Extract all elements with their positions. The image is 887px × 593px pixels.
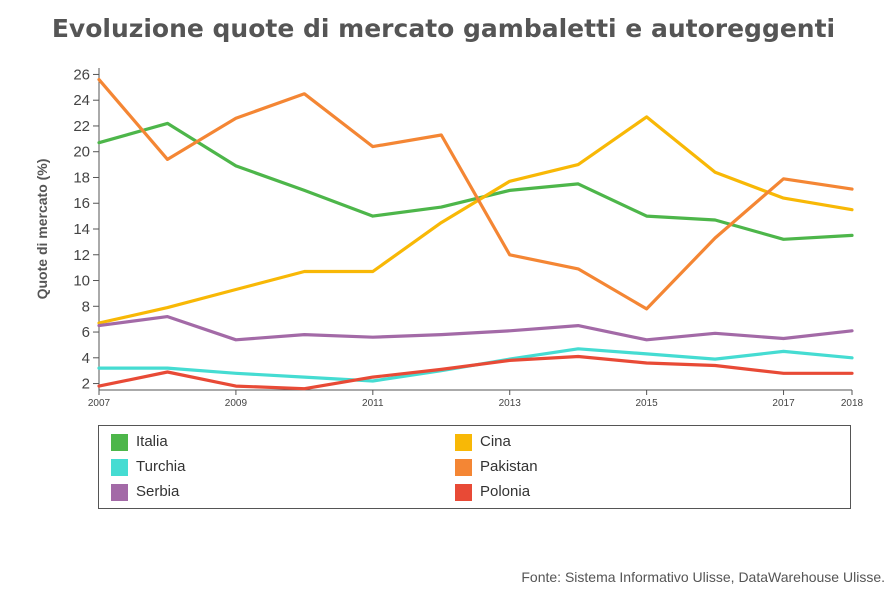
x-tick-label: 2009 bbox=[225, 398, 248, 409]
y-tick-label: 12 bbox=[73, 247, 90, 264]
series-line-italia bbox=[97, 121, 854, 241]
legend-label: Polonia bbox=[480, 483, 531, 501]
legend-item-polonia: Polonia bbox=[455, 482, 530, 502]
x-tick-label: 2018 bbox=[841, 398, 864, 409]
y-tick-label: 10 bbox=[73, 273, 90, 290]
series-line-polonia bbox=[97, 354, 854, 391]
y-tick-label: 18 bbox=[73, 169, 90, 186]
legend-label: Cina bbox=[480, 433, 511, 451]
legend-label: Turchia bbox=[136, 458, 186, 476]
legend-swatch bbox=[455, 483, 472, 501]
legend: Italia Cina Turchia Pakistan Serbia Polo… bbox=[98, 425, 851, 509]
y-tick-label: 22 bbox=[73, 118, 90, 135]
legend-item-turchia: Turchia bbox=[111, 457, 185, 477]
y-tick-label: 4 bbox=[82, 350, 90, 367]
legend-label: Pakistan bbox=[480, 458, 538, 476]
source-note: Fonte: Sistema Informativo Ulisse, DataW… bbox=[521, 569, 885, 585]
legend-swatch bbox=[111, 458, 128, 476]
legend-item-serbia: Serbia bbox=[111, 482, 179, 502]
legend-item-italia: Italia bbox=[111, 432, 168, 452]
y-tick-label: 20 bbox=[73, 144, 90, 161]
y-tick-label: 16 bbox=[73, 195, 90, 212]
y-tick-label: 14 bbox=[73, 221, 90, 238]
chart-title: Evoluzione quote di mercato gambaletti e… bbox=[51, 14, 836, 43]
series-line-cina bbox=[97, 115, 854, 325]
x-tick-label: 2011 bbox=[362, 398, 384, 409]
legend-swatch bbox=[111, 433, 128, 451]
y-tick-label: 2 bbox=[82, 376, 90, 393]
x-tick-label: 2013 bbox=[499, 398, 522, 409]
y-tick-label: 8 bbox=[82, 298, 90, 315]
legend-swatch bbox=[455, 458, 472, 476]
legend-label: Serbia bbox=[136, 483, 180, 501]
x-tick-label: 2017 bbox=[772, 398, 795, 409]
legend-item-pakistan: Pakistan bbox=[455, 457, 538, 477]
y-tick-label: 6 bbox=[82, 324, 90, 341]
legend-swatch bbox=[455, 433, 472, 451]
y-axis-title: Quote di mercato (%) bbox=[34, 159, 50, 300]
y-tick-label: 26 bbox=[73, 66, 90, 83]
series-line-serbia bbox=[97, 315, 854, 342]
x-tick-label: 2015 bbox=[636, 398, 659, 409]
series-line-pakistan bbox=[97, 77, 854, 311]
legend-item-cina: Cina bbox=[455, 432, 511, 452]
legend-label: Italia bbox=[136, 433, 168, 451]
x-tick-label: 2007 bbox=[88, 398, 111, 409]
y-tick-label: 24 bbox=[73, 92, 90, 109]
legend-swatch bbox=[111, 483, 128, 501]
